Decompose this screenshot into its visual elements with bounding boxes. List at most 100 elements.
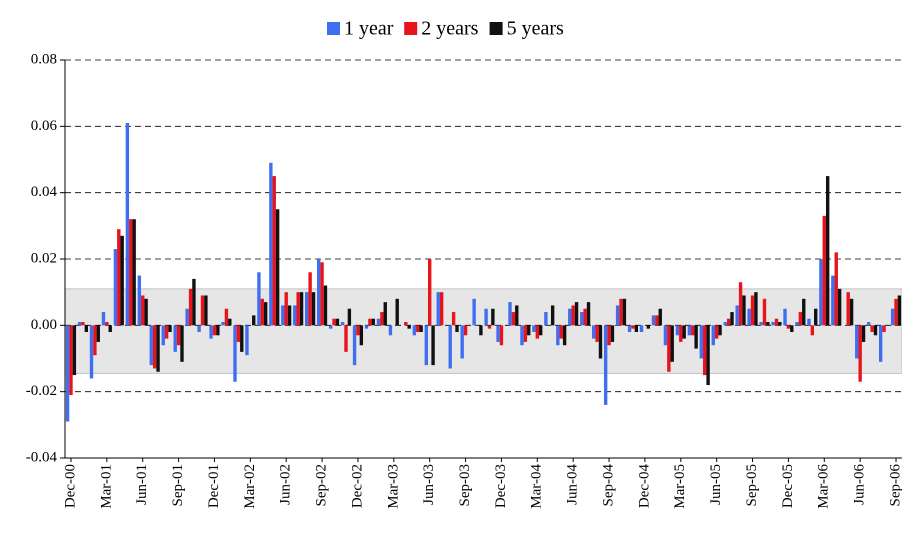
bar — [807, 318, 811, 326]
bar — [670, 325, 674, 362]
bar — [460, 325, 464, 359]
bar — [586, 302, 591, 326]
bar — [675, 325, 680, 336]
x-tick-label: Dec-02 — [349, 464, 365, 508]
x-tick-label: Sep-06 — [887, 464, 902, 507]
bar — [407, 325, 411, 329]
bar — [380, 312, 384, 326]
bar — [747, 308, 751, 326]
bar — [849, 298, 854, 326]
bar — [152, 325, 157, 369]
bar — [592, 325, 596, 339]
x-tick-label: Jun-06 — [852, 464, 868, 505]
bar — [156, 325, 160, 372]
bar — [639, 325, 644, 332]
bar — [388, 325, 393, 336]
bar — [284, 292, 288, 326]
bar — [305, 292, 309, 326]
bar — [439, 292, 444, 326]
x-tick-label: Mar-03 — [385, 464, 401, 509]
bar — [451, 312, 456, 326]
bar — [703, 325, 707, 376]
bar — [580, 312, 584, 326]
bar — [69, 325, 73, 395]
bar — [646, 325, 651, 329]
x-tick-label: Sep-01 — [170, 464, 186, 507]
bar — [583, 308, 587, 326]
bar — [819, 259, 823, 326]
bar — [293, 305, 297, 326]
bar — [197, 325, 201, 332]
bar — [742, 295, 746, 326]
bar — [655, 315, 659, 326]
bar — [814, 308, 818, 326]
bar — [890, 308, 895, 326]
x-tick-label: Mar-05 — [672, 464, 688, 509]
bar — [861, 325, 866, 342]
bar — [308, 272, 312, 326]
bar — [771, 322, 775, 326]
bar — [511, 312, 516, 326]
bar — [436, 292, 440, 326]
bar — [810, 325, 815, 336]
bar — [412, 325, 417, 336]
bar — [867, 322, 871, 326]
legend-swatch — [327, 22, 340, 35]
bar — [631, 325, 635, 329]
bar — [113, 249, 118, 326]
bar — [269, 162, 273, 326]
bar — [766, 322, 770, 326]
bar — [615, 305, 620, 326]
bar — [141, 295, 145, 326]
bar — [287, 305, 292, 326]
bar — [520, 325, 524, 346]
bar — [786, 325, 791, 329]
bar — [224, 308, 229, 326]
y-tick-label: 0.00 — [31, 317, 57, 333]
bar — [137, 275, 142, 326]
bar — [484, 308, 488, 326]
bar — [610, 325, 615, 342]
legend-label: 2 years — [421, 18, 478, 40]
bar — [472, 298, 476, 326]
bar — [562, 325, 567, 346]
bar — [532, 325, 536, 332]
x-tick-label: Mar-04 — [529, 464, 545, 509]
bar — [416, 325, 420, 332]
bar — [870, 325, 874, 332]
bar — [663, 325, 668, 346]
bar — [627, 325, 632, 332]
bar — [320, 262, 324, 326]
bar — [352, 325, 357, 366]
y-tick-label: -0.04 — [26, 449, 58, 465]
bar — [798, 312, 803, 326]
bar — [523, 325, 528, 342]
bar — [571, 305, 575, 326]
bar — [762, 298, 767, 326]
bar — [496, 325, 500, 342]
bar — [622, 298, 627, 326]
bar — [93, 325, 97, 356]
bar — [240, 325, 244, 352]
bar — [499, 325, 504, 346]
bar — [108, 325, 112, 332]
bar — [487, 325, 492, 329]
bar — [101, 312, 106, 326]
x-tick-label: Dec-03 — [493, 464, 509, 508]
bar — [894, 298, 898, 326]
bar — [260, 298, 264, 326]
bar — [323, 285, 328, 326]
bar — [216, 325, 220, 336]
bar — [559, 325, 563, 339]
bar — [368, 318, 372, 326]
x-tick-label: Mar-02 — [242, 464, 258, 509]
bar — [263, 302, 268, 326]
bar — [364, 325, 369, 329]
bar — [682, 325, 686, 339]
bar — [463, 325, 468, 336]
bar — [316, 259, 321, 326]
bar — [508, 302, 512, 326]
bar — [846, 292, 850, 326]
x-tick-label: Jun-01 — [134, 464, 150, 505]
